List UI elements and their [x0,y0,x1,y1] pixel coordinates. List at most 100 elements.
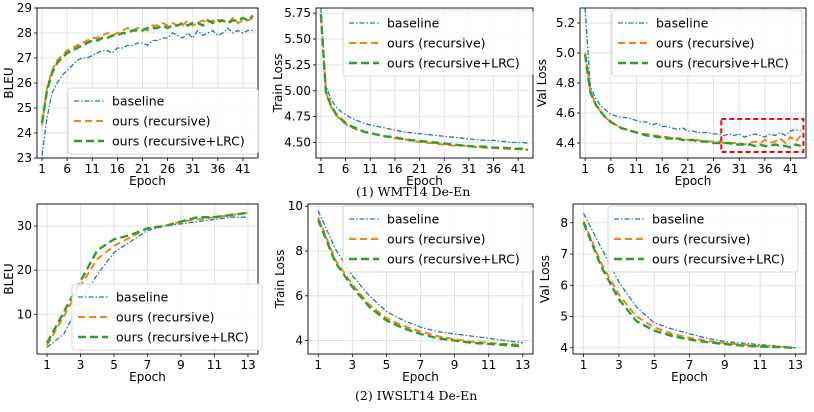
series-line-ours-recursive- [317,217,523,346]
x-tick-label: 13 [240,358,255,372]
y-tick-label: 10 [288,199,303,213]
x-tick-label: 1 [580,358,588,372]
legend-label: ours (recursive+LRC) [656,56,789,71]
y-axis-label: BLEU [2,263,16,294]
legend-box [611,9,803,77]
x-tick-label: 13 [515,358,530,372]
x-tick-label: 7 [144,358,152,372]
x-tick-label: 1 [581,162,589,176]
y-tick-label: 4 [295,334,303,348]
caption-iwslt14: (2) IWSLT14 De-En [355,388,478,403]
y-tick-label: 8 [560,216,568,230]
y-tick-label: 27 [17,51,32,65]
y-tick-label: 4.8 [556,76,575,90]
x-tick-label: 1 [317,162,325,176]
chart-wmt-train: 1 6 11 16 21 26 31 36 414.504.755.005.255.505.75… [271,6,534,188]
x-tick-label: 21 [412,162,427,176]
y-tick-label: 29 [17,1,32,15]
x-tick-label: 36 [757,162,772,176]
series-line-baseline [320,7,529,145]
x-tick-label: 9 [177,358,185,372]
legend: baseline ours (recursive) ours (recursive+… [607,205,799,273]
x-tick-label: 26 [706,162,721,176]
x-tick-label: 21 [680,162,695,176]
x-tick-label: 9 [721,358,729,372]
chart-wmt-val: 1 6 11 16 21 26 31 36 414.44.64.85.05.2EpochVal … [535,7,807,188]
x-tick-label: 26 [437,162,452,176]
series-line-ours-recursive-lrc- [45,211,249,344]
series-line-ours-recursive-lrc- [582,222,796,349]
y-tick-label: 4.6 [556,106,575,120]
series-line-baseline [583,213,796,349]
x-axis-label: Epoch [675,174,712,188]
x-tick-label: 5 [650,358,658,372]
x-axis-label: Epoch [406,174,443,188]
x-axis-label: Epoch [671,370,708,384]
x-tick-label: 1 [38,162,46,176]
highlight-box [720,118,805,153]
x-tick-label: 41 [511,162,526,176]
plot-frame [315,7,534,159]
x-tick-label: 6 [342,162,350,176]
legend-label: baseline [112,94,165,109]
y-axis-label: Train Loss [273,250,287,310]
x-tick-label: 36 [486,162,501,176]
legend-label: ours (recursive+LRC) [652,252,785,267]
series-line-ours-recursive-lrc- [319,14,529,151]
y-tick-label: 5 [560,310,568,324]
legend-label: ours (recursive) [652,232,751,247]
x-axis-label: Epoch [402,370,439,384]
x-tick-label: 7 [686,358,694,372]
y-tick-label: 10 [17,307,32,321]
x-axis-label: Epoch [129,174,166,188]
y-tick-label: 24 [17,126,32,140]
x-tick-label: 6 [607,162,615,176]
legend-box [71,283,263,351]
y-tick-label: 5.0 [556,46,575,60]
x-tick-label: 7 [417,358,425,372]
x-axis-label: Epoch [129,370,166,384]
y-tick-label: 7 [560,247,568,261]
series-line-ours-recursive-lrc- [40,14,254,124]
x-tick-label: 13 [788,358,803,372]
y-tick-label: 28 [17,26,32,40]
y-tick-label: 5.75 [284,6,311,20]
x-tick-label: 11 [481,358,496,372]
legend: baseline ours (recursive) ours (recursive+… [67,87,259,155]
legend-label: baseline [387,212,440,227]
legend-label: ours (recursive) [116,310,215,325]
x-tick-label: 11 [629,162,644,176]
legend: baseline ours (recursive) ours (recursive+… [71,283,263,351]
legend-label: ours (recursive) [656,36,755,51]
legend-label: ours (recursive+LRC) [116,330,249,345]
legend: baseline ours (recursive) ours (recursive+… [342,9,534,77]
x-tick-label: 31 [461,162,476,176]
x-tick-label: 6 [63,162,71,176]
x-tick-label: 36 [210,162,225,176]
x-tick-label: 3 [615,358,623,372]
x-tick-label: 41 [783,162,798,176]
x-tick-label: 41 [235,162,250,176]
legend-label: baseline [656,16,709,31]
y-axis-label: BLEU [2,67,16,98]
x-tick-label: 16 [655,162,670,176]
y-tick-label: 5.25 [284,58,311,72]
y-tick-label: 20 [17,263,32,277]
y-tick-label: 8 [295,244,303,258]
series-line-ours-recursive-lrc- [317,219,523,348]
x-tick-label: 11 [207,358,222,372]
caption-wmt14: (1) WMT14 De-En [356,184,471,199]
legend-box [67,87,259,155]
y-tick-label: 4.50 [284,135,311,149]
y-tick-label: 30 [17,219,32,233]
series-line-baseline [317,210,523,344]
series-line-baseline [46,216,248,348]
legend-label: ours (recursive) [387,232,486,247]
legend-label: baseline [116,290,169,305]
y-tick-label: 6 [295,289,303,303]
y-tick-label: 5.00 [284,84,311,98]
